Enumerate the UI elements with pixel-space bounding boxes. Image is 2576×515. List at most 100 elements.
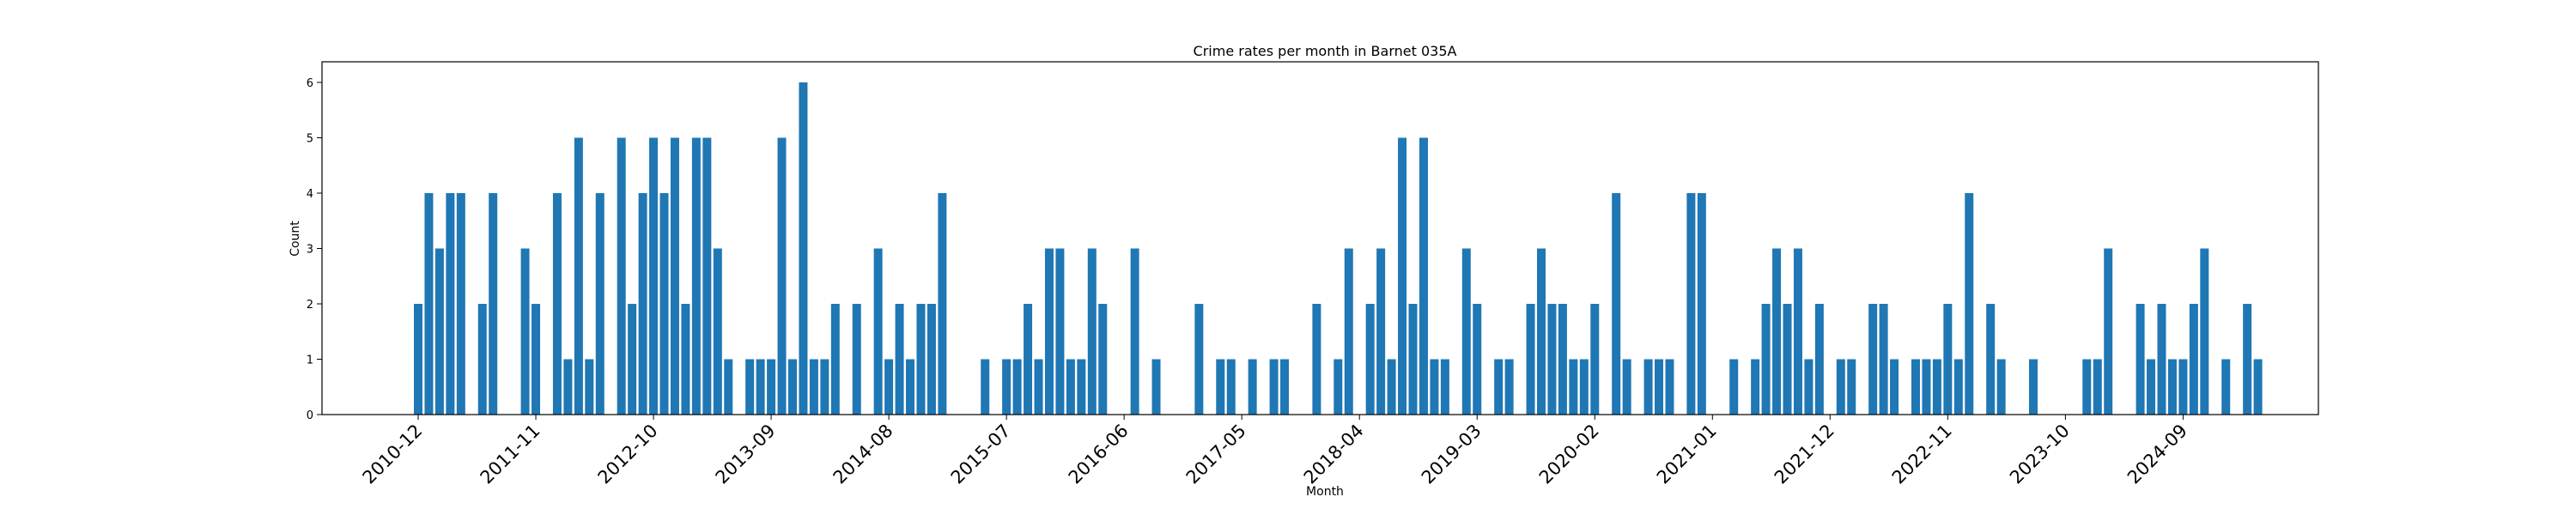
x-tick-label: 2015-07 [947,421,1015,488]
x-tick-label: 2024-09 [2123,421,2191,488]
bar [1044,248,1054,415]
bar [820,359,829,415]
bar [1002,359,1012,415]
bar [1334,359,1343,415]
bar [873,248,883,415]
bar [895,304,904,415]
bar [2253,359,2263,415]
bar [2167,359,2177,415]
bar [1130,248,1139,415]
bar [1494,359,1504,415]
bar [1269,359,1279,415]
bar [2178,359,2188,415]
x-tick-label: 2021-12 [1771,421,1838,488]
bar [1098,304,1108,415]
bar [938,193,947,415]
bar [1248,359,1257,415]
x-tick-label: 2010-12 [359,421,427,488]
bar [2147,359,2156,415]
x-axis-label: Month [1306,485,1344,499]
bar [489,193,498,415]
bar [1194,304,1204,415]
bar [1655,359,1664,415]
bar [2200,248,2209,415]
y-axis: 0 1 2 3 4 5 6 [307,77,322,422]
bar [1066,359,1075,415]
y-tick-label: 3 [307,244,313,257]
bar [1643,359,1653,415]
bar [981,359,990,415]
y-tick-label: 6 [307,77,313,90]
bar [585,359,594,415]
bar [1986,304,1996,415]
bar [1077,359,1086,415]
bar [649,137,659,415]
bar [2189,304,2198,415]
bar [1793,248,1802,415]
x-tick-label: 2020-02 [1535,421,1603,488]
bar [1890,359,1899,415]
bar [2082,359,2092,415]
bar [1686,193,1696,415]
x-axis: 2010-12 2011-11 2012-10 2013-09 2014-08 2015-… [359,415,2191,488]
bar [1922,359,1931,415]
chart-title: Crime rates per month in Barnet 035A [1194,43,1457,59]
bar [1868,304,1878,415]
x-tick-label: 2021-01 [1653,421,1721,488]
bars-group [414,82,2263,415]
bar [1312,304,1321,415]
x-tick-label: 2017-05 [1182,421,1250,488]
bar [670,137,679,415]
bar [1943,304,1953,415]
bar [884,359,894,415]
bar [1547,304,1557,415]
bar [2243,304,2252,415]
bar [777,137,787,415]
bar [1473,304,1482,415]
bar [1430,359,1439,415]
bar [1087,248,1097,415]
bar [659,193,669,415]
bar [1932,359,1941,415]
bar [1965,193,1974,415]
bar [1419,137,1428,415]
bar [756,359,765,415]
bar [2221,359,2231,415]
bar [1836,359,1845,415]
plot-frame [321,61,2319,415]
bar [906,359,915,415]
bar [520,248,530,415]
bar [563,359,573,415]
bar [2029,359,2038,415]
bar [617,137,626,415]
bar [1398,137,1407,415]
x-tick-label: 2014-08 [829,421,897,488]
x-tick-label: 2023-10 [2006,421,2074,488]
bar [916,304,926,415]
bar [1376,248,1386,415]
bar [830,304,840,415]
bar [724,359,733,415]
bar [788,359,797,415]
bar [1365,304,1375,415]
bar [414,304,422,415]
bar [552,193,562,415]
bar [1558,304,1567,415]
bar [681,304,690,415]
bar [809,359,818,415]
y-tick-label: 2 [307,299,313,312]
x-tick-label: 2013-09 [712,421,780,488]
bar [1697,193,1706,415]
bar [799,82,808,415]
bar [1055,248,1065,415]
x-tick-label: 2022-11 [1888,421,1956,488]
bar [1579,359,1589,415]
bar [1783,304,1792,415]
bar [1526,304,1535,415]
y-axis-label: Count [289,221,302,257]
x-tick-label: 2011-11 [477,421,544,488]
bar [456,193,465,415]
bar [1408,304,1418,415]
bar [1911,359,1920,415]
